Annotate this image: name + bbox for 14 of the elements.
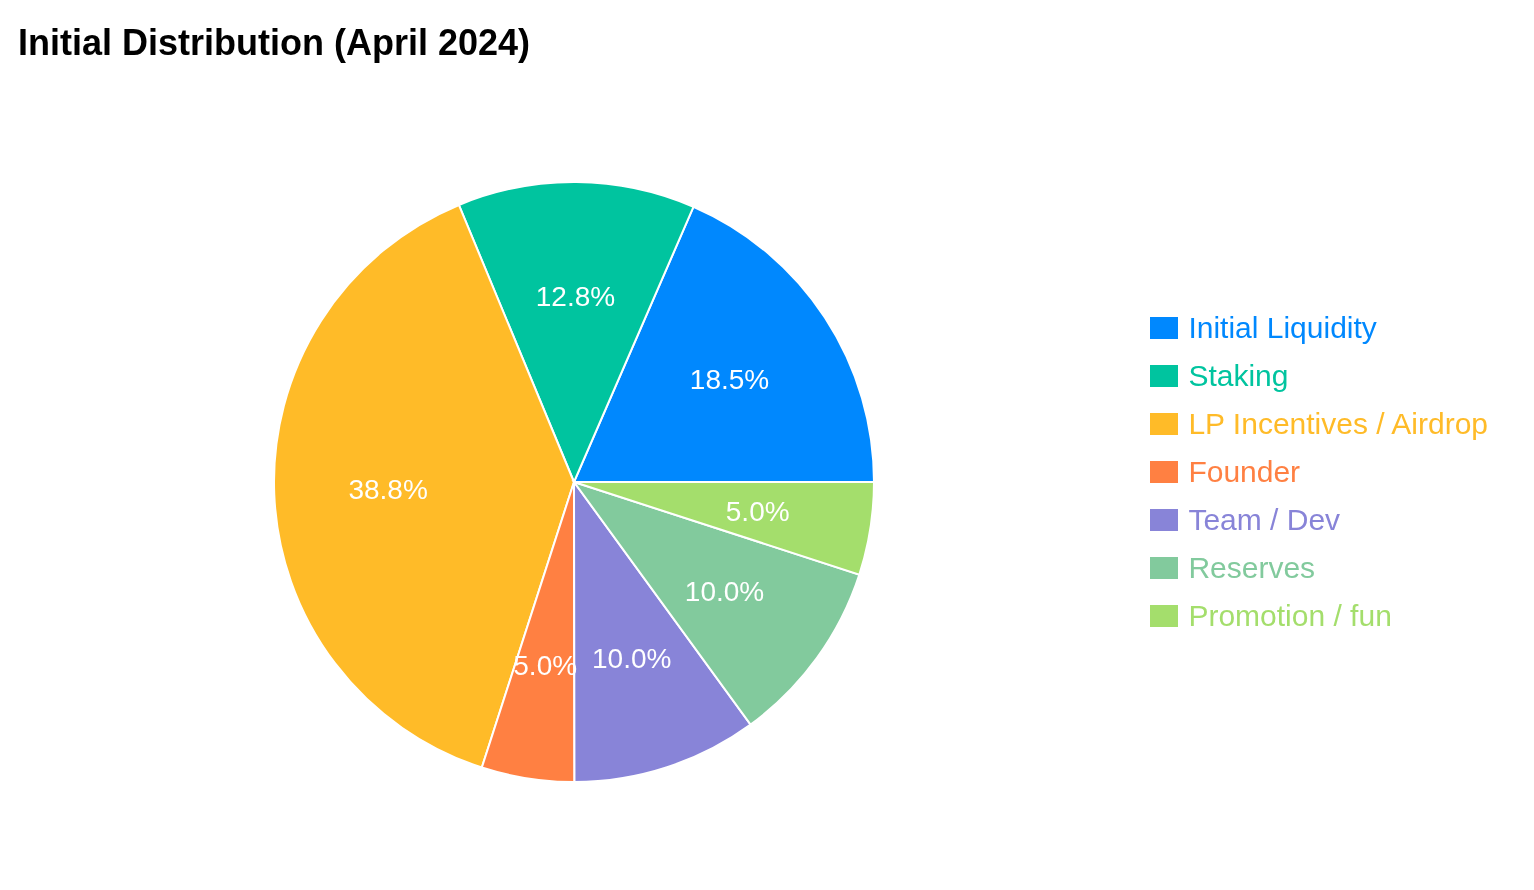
data-label: 5.0% [725, 495, 790, 527]
chart-title: Initial Distribution (April 2024) [17, 21, 532, 65]
legend-label: LP Incentives / Airdrop [1188, 406, 1488, 442]
data-label: 38.8% [348, 474, 428, 506]
legend-label: Staking [1188, 358, 1289, 394]
data-label: 18.5% [689, 364, 770, 396]
legend-label: Initial Liquidity [1188, 310, 1377, 346]
data-label: 10.0% [684, 575, 765, 607]
legend-label: Reserves [1188, 550, 1316, 586]
legend-label: Team / Dev [1188, 502, 1341, 538]
legend-label: Founder [1188, 454, 1301, 490]
legend-label: Promotion / fun [1188, 598, 1392, 634]
data-label: 12.8% [535, 280, 616, 312]
data-label: 10.0% [592, 643, 672, 675]
